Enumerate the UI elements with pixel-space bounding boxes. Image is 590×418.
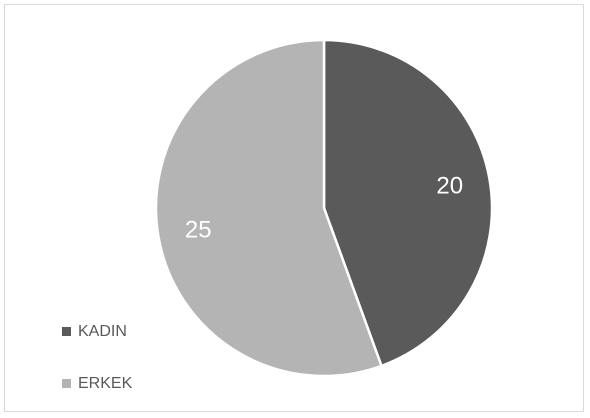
pie-slice-kadin bbox=[322, 38, 494, 368]
data-label-kadin: 20 bbox=[436, 172, 463, 199]
legend-swatch-erkek bbox=[62, 379, 71, 388]
data-label-erkek: 25 bbox=[185, 217, 212, 244]
legend-item-erkek: ERKEK bbox=[62, 374, 132, 394]
legend-item-kadin: KADIN bbox=[62, 322, 132, 342]
pie-slice-erkek bbox=[154, 38, 383, 378]
legend-swatch-kadin bbox=[62, 327, 71, 336]
legend-label-erkek: ERKEK bbox=[78, 375, 133, 392]
legend: KADIN ERKEK bbox=[62, 322, 132, 394]
legend-label-kadin: KADIN bbox=[78, 323, 127, 340]
pie-slices bbox=[154, 38, 494, 378]
